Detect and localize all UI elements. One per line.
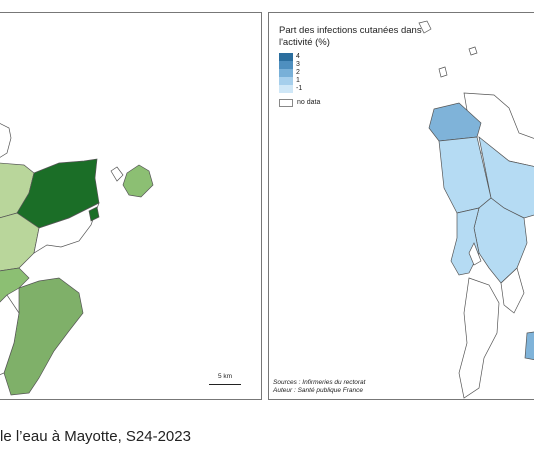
scale-label: 5 km <box>217 373 233 380</box>
legend-row: 3 <box>279 61 429 69</box>
left-region-coast <box>0 294 20 375</box>
figure-caption: le l’eau à Mayotte, S24-2023 <box>0 428 191 445</box>
left-islet-green <box>88 206 100 222</box>
left-region-white <box>33 202 100 254</box>
right-region-se-mid <box>524 331 534 361</box>
right-region-mid <box>450 207 480 276</box>
right-outline-south <box>458 277 500 399</box>
legend-value: -1 <box>296 85 303 92</box>
legend-swatch <box>279 69 293 77</box>
legend-swatch <box>279 77 293 85</box>
left-region-south <box>3 277 84 396</box>
left-islet <box>110 166 124 182</box>
right-map-panel: Part des infections cutanées dans l'acti… <box>268 12 534 400</box>
left-map <box>0 123 154 396</box>
legend-value: 4 <box>296 53 300 60</box>
legend-classes: 4 3 2 1 -1 <box>279 53 429 93</box>
right-map <box>418 20 534 399</box>
legend-nodata: no data <box>279 97 429 108</box>
right-islet-north <box>418 20 432 34</box>
nodata-label: no data <box>297 99 321 106</box>
scale-bar: 5 km <box>209 373 241 385</box>
sources-text: Sources : Infirmeries du rectorat <box>273 379 366 386</box>
map-credits: Sources : Infirmeries du rectorat Auteur… <box>273 379 365 395</box>
left-map-panel: 5 km <box>0 12 262 400</box>
right-islet-ne2 <box>468 46 478 56</box>
legend-swatch <box>279 53 293 61</box>
left-outline-nw <box>0 123 12 158</box>
legend-row: -1 <box>279 85 429 93</box>
scale-line <box>209 381 241 385</box>
legend-swatch <box>279 85 293 93</box>
right-region-white <box>468 242 482 266</box>
right-outline-se <box>500 267 525 314</box>
left-petite-terre <box>122 164 154 198</box>
legend-value: 1 <box>296 77 300 84</box>
nodata-swatch <box>279 98 293 107</box>
legend: Part des infections cutanées dans l'acti… <box>279 25 429 108</box>
right-islet-ne <box>438 66 448 78</box>
legend-title: Part des infections cutanées dans l'acti… <box>279 25 422 48</box>
author-text: Auteur : Santé publique France <box>273 387 363 394</box>
right-region-nw-mid <box>428 102 482 142</box>
legend-row: 1 <box>279 77 429 85</box>
legend-row: 4 <box>279 53 429 61</box>
legend-row: 2 <box>279 69 429 77</box>
legend-swatch <box>279 61 293 69</box>
legend-value: 2 <box>296 69 300 76</box>
legend-value: 3 <box>296 61 300 68</box>
